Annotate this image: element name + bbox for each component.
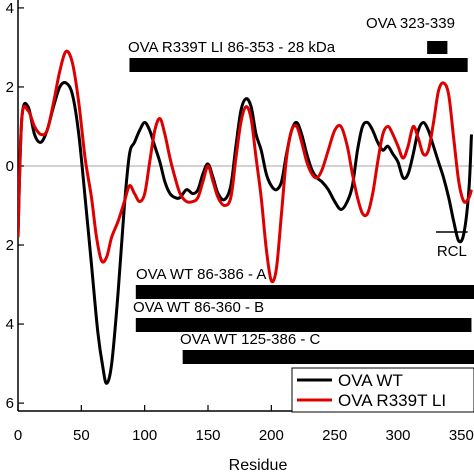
x-axis-ticks: 0 50 100 150 200 250 300 350 bbox=[14, 405, 474, 444]
legend: OVA WT OVA R339T LI bbox=[291, 367, 474, 413]
y-tick-label: 4 bbox=[6, 316, 14, 333]
fragment-bar-label: OVA WT 86-386 - A bbox=[136, 266, 266, 283]
rcl-label: RCL bbox=[437, 243, 467, 260]
x-tick-label: 300 bbox=[385, 427, 410, 444]
y-tick-label: 6 bbox=[6, 395, 14, 412]
legend-label-r339t: OVA R339T LI bbox=[338, 391, 446, 410]
fragment-bar bbox=[427, 41, 448, 54]
x-tick-label: 250 bbox=[322, 427, 347, 444]
series-line-ova-r339t bbox=[18, 49, 473, 284]
fragment-bars bbox=[129, 41, 474, 364]
x-tick-label: 200 bbox=[259, 427, 284, 444]
y-tick-label: 2 bbox=[6, 237, 14, 254]
series-line-ova-wt bbox=[18, 81, 473, 385]
legend-label-wt: OVA WT bbox=[338, 371, 403, 390]
fragment-bar-label: OVA 323-339 bbox=[366, 15, 455, 32]
x-tick-label: 100 bbox=[132, 427, 157, 444]
y-tick-label: 4 bbox=[6, 0, 14, 17]
series-lines bbox=[18, 49, 473, 385]
x-tick-label: 50 bbox=[73, 427, 90, 444]
fragment-bar-label: OVA WT 86-360 - B bbox=[133, 299, 264, 316]
fragment-bar-label: OVA WT 125-386 - C bbox=[180, 331, 320, 348]
y-axis-ticks: 4 2 0 2 4 6 bbox=[6, 0, 24, 412]
fragment-bar bbox=[129, 58, 468, 72]
y-tick-label: 2 bbox=[6, 79, 14, 96]
fragment-bar-labels: OVA R339T LI 86-353 - 28 kDa OVA 323-339 O… bbox=[128, 15, 455, 348]
x-tick-label: 350 bbox=[449, 427, 474, 444]
x-tick-label: 150 bbox=[195, 427, 220, 444]
x-axis-title: Residue bbox=[229, 457, 288, 474]
legend-box bbox=[291, 367, 474, 413]
x-tick-label: 0 bbox=[14, 427, 22, 444]
fragment-bar bbox=[135, 318, 472, 332]
fragment-bar bbox=[182, 350, 474, 364]
fragment-bar-label: OVA R339T LI 86-353 - 28 kDa bbox=[128, 39, 336, 56]
fragment-bar bbox=[135, 285, 474, 299]
y-tick-label: 0 bbox=[6, 158, 14, 175]
